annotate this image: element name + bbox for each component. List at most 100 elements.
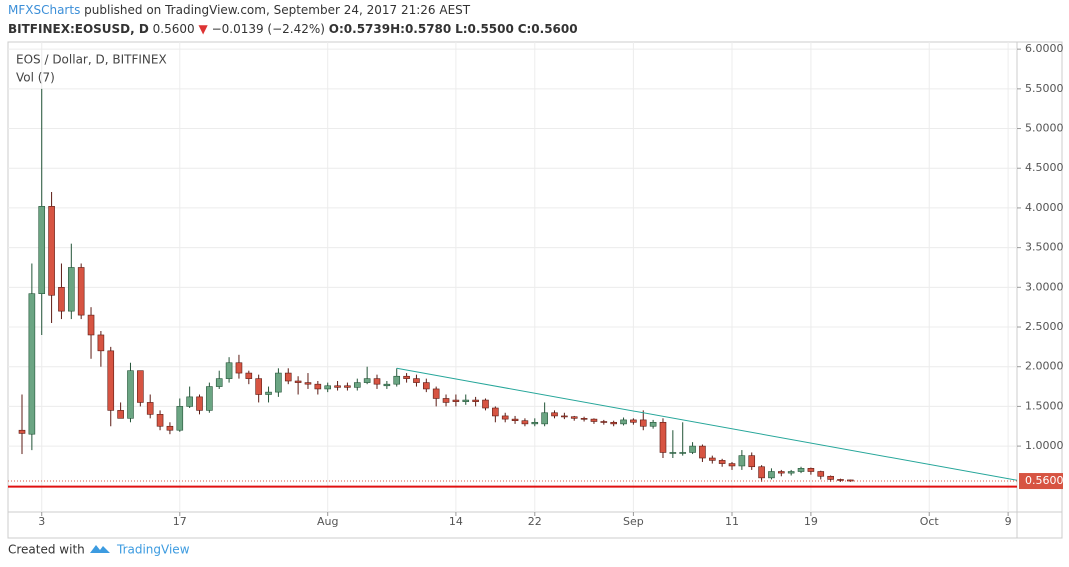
candle-body — [48, 206, 55, 296]
candle-body — [344, 385, 351, 388]
candle-body — [718, 460, 726, 464]
candle-body — [541, 412, 548, 425]
candle-body — [68, 267, 75, 312]
candle-body — [531, 421, 539, 425]
trend-line — [396, 367, 1018, 481]
last-price-box — [1019, 473, 1063, 490]
author[interactable]: MFXSCharts — [8, 3, 81, 17]
candle-body — [117, 410, 124, 419]
candle-body — [353, 382, 361, 388]
candle-body — [847, 479, 854, 482]
x-tick-label: Sep — [623, 515, 644, 528]
y-tick-label: 5.0000 — [1025, 122, 1064, 135]
candle-body — [324, 385, 332, 390]
candle-body — [146, 402, 154, 415]
y-tick-label: 4.0000 — [1025, 201, 1064, 214]
candle-body — [373, 378, 381, 385]
candle-body — [284, 372, 292, 382]
x-tick-label: Oct — [920, 515, 940, 528]
candle-body — [127, 370, 134, 419]
candle-body — [600, 421, 608, 423]
candle-body — [669, 452, 677, 454]
candle-body — [206, 386, 213, 411]
candle-body — [778, 471, 785, 474]
candle-body — [156, 414, 164, 427]
candle-body — [393, 375, 401, 385]
y-tick-label: 6.0000 — [1025, 42, 1064, 55]
candle-body — [255, 378, 262, 395]
candle-body — [728, 463, 736, 467]
y-tick-label: 5.5000 — [1025, 82, 1064, 95]
candle-body — [787, 471, 795, 474]
candle-body — [383, 383, 391, 387]
arrow: ▼ — [198, 22, 208, 36]
candle-body — [748, 455, 756, 468]
candle-body — [442, 398, 450, 403]
candle-body — [511, 418, 519, 421]
candle-body — [472, 399, 479, 402]
candle-body — [87, 314, 95, 336]
candle-body — [196, 396, 203, 411]
brand[interactable]: TradingView — [116, 543, 190, 557]
candle-body — [432, 388, 440, 399]
x-tick-label: 9 — [1005, 515, 1012, 528]
candle-body — [758, 466, 765, 479]
candle-body — [590, 418, 598, 422]
last: 0.5600 — [152, 22, 195, 36]
candle-body — [708, 457, 716, 461]
candle-body — [610, 421, 617, 425]
y-tick-label: 2.5000 — [1025, 320, 1064, 333]
published: published on TradingView.com, September … — [84, 3, 471, 17]
candle-body — [551, 412, 558, 417]
candle-body — [699, 445, 706, 459]
candle-body — [738, 455, 746, 467]
x-tick-label: 14 — [449, 515, 463, 528]
candle-body — [38, 206, 46, 294]
x-tick-label: 3 — [38, 515, 45, 528]
chart-title: EOS / Dollar, D, BITFINEX — [16, 53, 167, 67]
x-tick-label: 17 — [173, 515, 187, 528]
candle-body — [58, 287, 65, 312]
candle-body — [768, 471, 775, 479]
y-tick-label: 4.5000 — [1025, 161, 1064, 174]
y-tick-label: 1.5000 — [1025, 399, 1064, 412]
candle-body — [314, 383, 322, 390]
candle-body — [827, 475, 834, 480]
candle-body — [304, 382, 312, 385]
candle-body — [639, 419, 647, 427]
candle-body — [797, 468, 805, 472]
candle-body — [245, 372, 253, 379]
candle-body — [423, 382, 430, 390]
x-tick-label: 11 — [725, 515, 739, 528]
candle-body — [413, 378, 420, 383]
candle-body — [77, 267, 85, 316]
publish-line: MFXSCharts published on TradingView.com,… — [8, 3, 470, 17]
high: H:0.5780 — [390, 22, 452, 36]
candle-body — [482, 399, 489, 409]
candle-body — [659, 421, 667, 453]
tv-logo — [90, 545, 110, 553]
candle-body — [225, 362, 233, 379]
candle-body — [837, 479, 844, 481]
candle-body — [275, 372, 282, 393]
candle-body — [580, 418, 588, 420]
candle-body — [235, 362, 243, 374]
open: O:0.5739 — [328, 22, 391, 36]
x-tick-label: 22 — [528, 515, 542, 528]
candle-body — [28, 293, 36, 435]
candle-body — [186, 396, 193, 407]
close: C:0.5600 — [517, 22, 578, 36]
candle-body — [570, 416, 578, 419]
y-tick-label: 3.0000 — [1025, 280, 1064, 293]
x-tick-label: 19 — [804, 515, 818, 528]
candle-body — [294, 380, 302, 383]
y-tick-label: 2.0000 — [1025, 360, 1064, 373]
change: −0.0139 (−2.42%) — [211, 22, 325, 36]
candle-body — [492, 407, 499, 417]
candle-body — [452, 399, 460, 402]
y-tick-label: 1.0000 — [1025, 439, 1064, 452]
candle-body — [561, 415, 568, 418]
candle-body — [620, 419, 627, 425]
candle-body — [176, 406, 184, 431]
